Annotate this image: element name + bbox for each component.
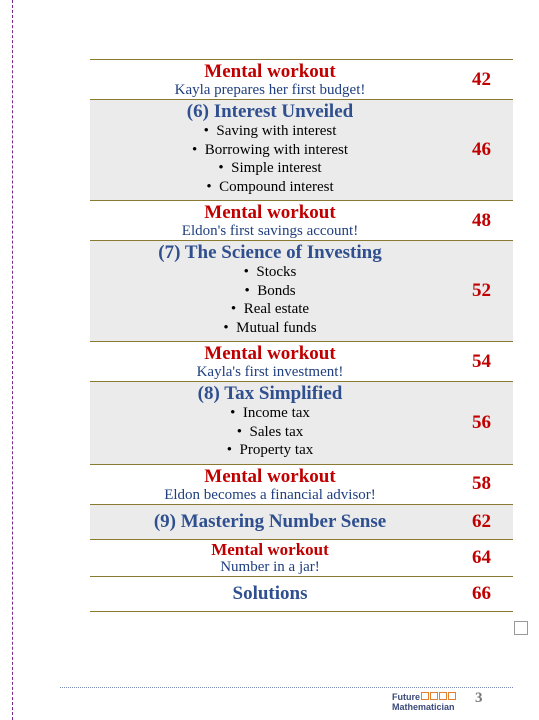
checkbox	[514, 621, 528, 635]
toc-row: Solutions 66	[90, 575, 513, 612]
logo-bottom: Mathematician	[392, 702, 455, 712]
entry: Mental workout Eldon becomes a financial …	[90, 463, 450, 505]
entry-title: (9) Mastering Number Sense	[153, 511, 387, 532]
page-ref: 62	[450, 503, 513, 540]
bullet-item: Mutual funds	[90, 319, 450, 338]
footer-rule	[60, 687, 513, 688]
entry: (6) Interest UnveiledSaving with interes…	[90, 99, 450, 201]
entry-title: Mental workout	[211, 539, 329, 559]
entry-subtitle: Kayla's first investment!	[196, 364, 344, 380]
bullet-item: Stocks	[90, 263, 450, 282]
entry-title: Solutions	[232, 583, 308, 604]
bullet-item: Saving with interest	[90, 122, 450, 141]
entry: (9) Mastering Number Sense	[90, 503, 450, 540]
entry-subtitle: Eldon becomes a financial advisor!	[164, 486, 376, 503]
entry-title: (7) The Science of Investing	[158, 242, 382, 263]
bullet-item: Simple interest	[90, 159, 450, 178]
entry-subtitle: Number in a jar!	[220, 558, 320, 575]
margin-line	[12, 0, 13, 720]
toc-row: Mental workout Eldon's first savings acco…	[90, 200, 513, 241]
toc-row: Mental workout Kayla prepares her first b…	[90, 59, 513, 100]
page-ref: 58	[450, 463, 513, 505]
bullet-item: Borrowing with interest	[90, 141, 450, 160]
bullet-list: StocksBondsReal estateMutual funds	[90, 263, 450, 340]
toc-row: Mental workout Eldon becomes a financial …	[90, 463, 513, 505]
logo: Future Mathematician	[392, 692, 456, 712]
page-ref: 56	[450, 381, 513, 465]
page-number: 3	[475, 690, 483, 706]
bullet-item: Sales tax	[90, 423, 450, 442]
entry: (7) The Science of InvestingStocksBondsR…	[90, 240, 450, 342]
page-ref: 52	[450, 240, 513, 342]
entry: Mental workout Number in a jar!	[90, 538, 450, 577]
entry-title: Mental workout	[204, 61, 336, 82]
entry: (8) Tax SimplifiedIncome taxSales taxPro…	[90, 381, 450, 465]
toc-row: (8) Tax SimplifiedIncome taxSales taxPro…	[90, 381, 513, 465]
bullet-list: Income taxSales taxProperty tax	[90, 404, 450, 463]
page-ref: 48	[450, 200, 513, 241]
entry-title: (6) Interest Unveiled	[186, 101, 354, 122]
bullet-item: Real estate	[90, 300, 450, 319]
entry-title: Mental workout	[204, 465, 336, 487]
entry-subtitle: Kayla prepares her first budget!	[174, 82, 366, 98]
toc-row: (7) The Science of InvestingStocksBondsR…	[90, 240, 513, 342]
entry-title: Mental workout	[204, 202, 336, 223]
page-ref: 66	[450, 575, 513, 612]
logo-top: Future	[392, 692, 420, 702]
contents-table: Mental workout Kayla prepares her first b…	[90, 59, 513, 612]
page-ref: 42	[450, 59, 513, 100]
bullet-list: Saving with interestBorrowing with inter…	[90, 122, 450, 199]
toc-row: (9) Mastering Number Sense 62	[90, 503, 513, 540]
entry-title: (8) Tax Simplified	[197, 383, 343, 404]
bullet-item: Compound interest	[90, 178, 450, 197]
entry: Mental workout Kayla prepares her first b…	[90, 59, 450, 100]
entry-subtitle: Eldon's first savings account!	[181, 223, 359, 239]
page-ref: 64	[450, 538, 513, 577]
entry-title: Mental workout	[204, 343, 336, 364]
entry: Mental workout Kayla's first investment!	[90, 341, 450, 382]
toc-row: Mental workout Kayla's first investment! 5…	[90, 341, 513, 382]
toc-row: (6) Interest UnveiledSaving with interes…	[90, 99, 513, 201]
toc-row: Mental workout Number in a jar! 64	[90, 538, 513, 577]
entry: Solutions	[90, 575, 450, 612]
bullet-item: Bonds	[90, 282, 450, 301]
page-ref: 46	[450, 99, 513, 201]
page-ref: 54	[450, 341, 513, 382]
bullet-item: Income tax	[90, 404, 450, 423]
bullet-item: Property tax	[90, 441, 450, 460]
entry: Mental workout Eldon's first savings acco…	[90, 200, 450, 241]
